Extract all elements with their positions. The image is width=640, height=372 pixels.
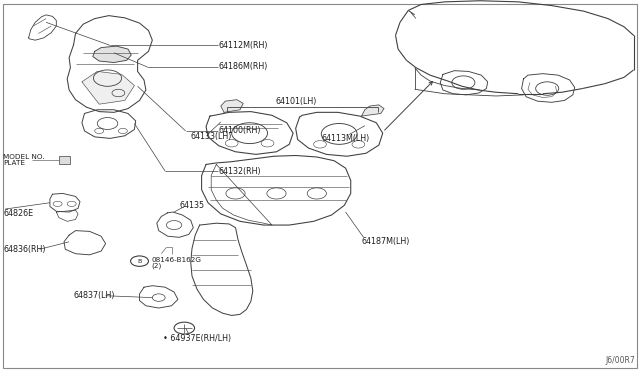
Bar <box>59 156 70 164</box>
Polygon shape <box>221 100 243 112</box>
Text: 08146-B162G: 08146-B162G <box>152 257 202 263</box>
Text: J6/00R7: J6/00R7 <box>605 356 635 365</box>
Text: B: B <box>138 259 141 264</box>
Text: 64186M(RH): 64186M(RH) <box>219 62 268 71</box>
Text: PLATE: PLATE <box>3 160 25 166</box>
Text: 64113M(LH): 64113M(LH) <box>321 134 369 143</box>
Polygon shape <box>362 105 384 116</box>
Text: (2): (2) <box>152 262 162 269</box>
Text: 64826E: 64826E <box>3 209 33 218</box>
Text: 64112M(RH): 64112M(RH) <box>219 41 268 50</box>
Text: 64101(LH): 64101(LH) <box>275 97 317 106</box>
Text: 64133(LH): 64133(LH) <box>191 132 232 141</box>
Polygon shape <box>93 46 131 62</box>
Text: • 64937E(RH/LH): • 64937E(RH/LH) <box>163 334 231 343</box>
Text: 64187M(LH): 64187M(LH) <box>362 237 410 246</box>
Text: 64836(RH): 64836(RH) <box>3 246 45 254</box>
Polygon shape <box>82 71 134 104</box>
Text: 64132(RH): 64132(RH) <box>219 167 262 176</box>
Text: MODEL NO.: MODEL NO. <box>3 154 45 160</box>
Text: 64135: 64135 <box>179 201 204 210</box>
Text: 64100(RH): 64100(RH) <box>219 126 261 135</box>
Text: 64837(LH): 64837(LH) <box>74 291 115 300</box>
